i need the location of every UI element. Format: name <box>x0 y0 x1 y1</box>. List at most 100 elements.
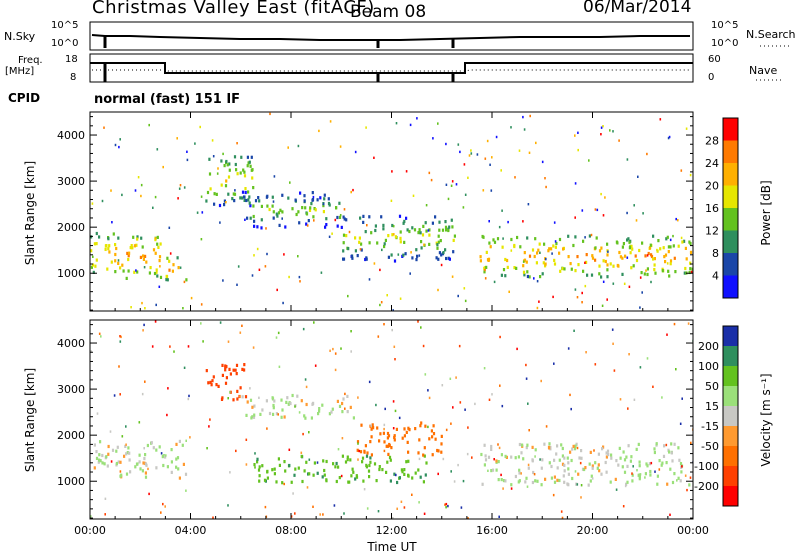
echo-cell <box>310 202 313 206</box>
noise-cell <box>294 405 296 408</box>
echo-cell <box>293 473 296 477</box>
echo-cell <box>271 397 275 401</box>
echo-cell <box>336 399 339 403</box>
echo-cell <box>647 251 650 256</box>
echo-cell <box>127 446 130 450</box>
echo-cell <box>358 236 361 240</box>
echo-cell <box>354 236 357 240</box>
echo-cell <box>247 190 250 194</box>
echo-cell <box>540 466 543 470</box>
noise-cell <box>417 320 419 323</box>
echo-cell <box>245 198 248 203</box>
noise-cell <box>409 123 412 127</box>
noise-cell <box>176 137 178 140</box>
noise-cell <box>211 139 214 142</box>
echo-cell <box>93 443 96 447</box>
echo-cell <box>351 256 354 260</box>
echo-cell <box>626 464 629 468</box>
noise-cell <box>278 365 281 368</box>
echo-cell <box>380 215 383 219</box>
noise-cell <box>104 513 106 516</box>
noise-cell <box>675 217 677 221</box>
y-tick-label: 2000 <box>57 429 85 442</box>
echo-cell <box>108 250 111 254</box>
echo-cell <box>487 258 490 262</box>
echo-cell <box>275 412 278 416</box>
noise-cell <box>236 283 238 286</box>
echo-cell <box>555 452 558 456</box>
echo-cell <box>243 363 246 367</box>
echo-cell <box>325 217 328 221</box>
echo-cell <box>430 429 433 433</box>
echo-cell <box>493 240 497 244</box>
cpid-label: CPID <box>8 91 41 105</box>
noise-cell <box>141 301 143 305</box>
echo-cell <box>584 466 587 470</box>
echo-cell <box>275 212 278 216</box>
echo-cell <box>683 271 686 275</box>
noise-cell <box>498 515 500 518</box>
echo-cell <box>558 458 561 462</box>
noise-cell <box>596 208 599 212</box>
x-axis-label: Time UT <box>366 540 417 554</box>
echo-cell <box>504 454 507 458</box>
echo-cell <box>159 242 162 246</box>
echo-cell <box>308 472 311 476</box>
x-tick-label: 16:00 <box>476 524 508 537</box>
echo-cell <box>116 445 119 449</box>
echo-cell <box>346 410 349 414</box>
noise-cell <box>200 238 203 241</box>
noise-cell <box>452 406 454 409</box>
echo-cell <box>556 444 559 448</box>
freq-tick-high: 18 <box>65 54 78 65</box>
echo-cell <box>152 248 156 252</box>
echo-cell <box>94 264 97 268</box>
noise-cell <box>212 155 215 158</box>
echo-cell <box>278 463 281 467</box>
noise-cell <box>403 506 406 509</box>
echo-cell <box>656 474 659 478</box>
velocity-panel: 00:00 04:00 08:00 12:00 16:00 20:00 00:0010002… <box>57 319 709 537</box>
nsearch-tick-low: 10^0 <box>711 38 739 49</box>
noise-cell <box>283 482 285 486</box>
echo-cell <box>369 460 372 464</box>
echo-cell <box>383 244 386 249</box>
echo-cell <box>114 243 117 247</box>
cpid-text: normal (fast) 151 IF <box>94 92 241 107</box>
echo-cell <box>368 215 371 219</box>
echo-cell <box>261 408 264 412</box>
echo-cell <box>436 246 439 250</box>
noise-cell <box>457 294 459 298</box>
noise-cell <box>654 470 656 473</box>
echo-cell <box>278 223 281 227</box>
noise-cell <box>245 463 248 466</box>
echo-cell <box>370 453 373 457</box>
echo-cell <box>349 405 352 409</box>
echo-cell <box>517 455 520 459</box>
noise-cell <box>179 266 182 269</box>
echo-cell <box>108 244 111 248</box>
noise-cell <box>488 398 491 401</box>
echo-cell <box>252 204 255 208</box>
echo-cell <box>553 480 557 484</box>
noise-cell <box>313 321 315 324</box>
noise-cell <box>100 335 102 338</box>
echo-cell <box>382 431 385 435</box>
echo-cell <box>253 463 256 467</box>
echo-cell <box>111 448 115 452</box>
noise-cell <box>348 230 351 234</box>
echo-cell <box>560 443 563 447</box>
echo-cell <box>341 454 344 458</box>
echo-cell <box>667 245 670 249</box>
echo-cell <box>580 456 583 460</box>
noise-cell <box>110 460 113 463</box>
echo-cell <box>382 223 385 227</box>
echo-cell <box>399 240 402 244</box>
noise-cell <box>344 392 346 396</box>
noise-cell <box>689 476 692 479</box>
echo-cell <box>166 278 169 282</box>
noise-cell <box>667 136 670 140</box>
echo-cell <box>176 456 180 460</box>
echo-cell <box>236 172 239 176</box>
echo-cell <box>166 256 169 260</box>
